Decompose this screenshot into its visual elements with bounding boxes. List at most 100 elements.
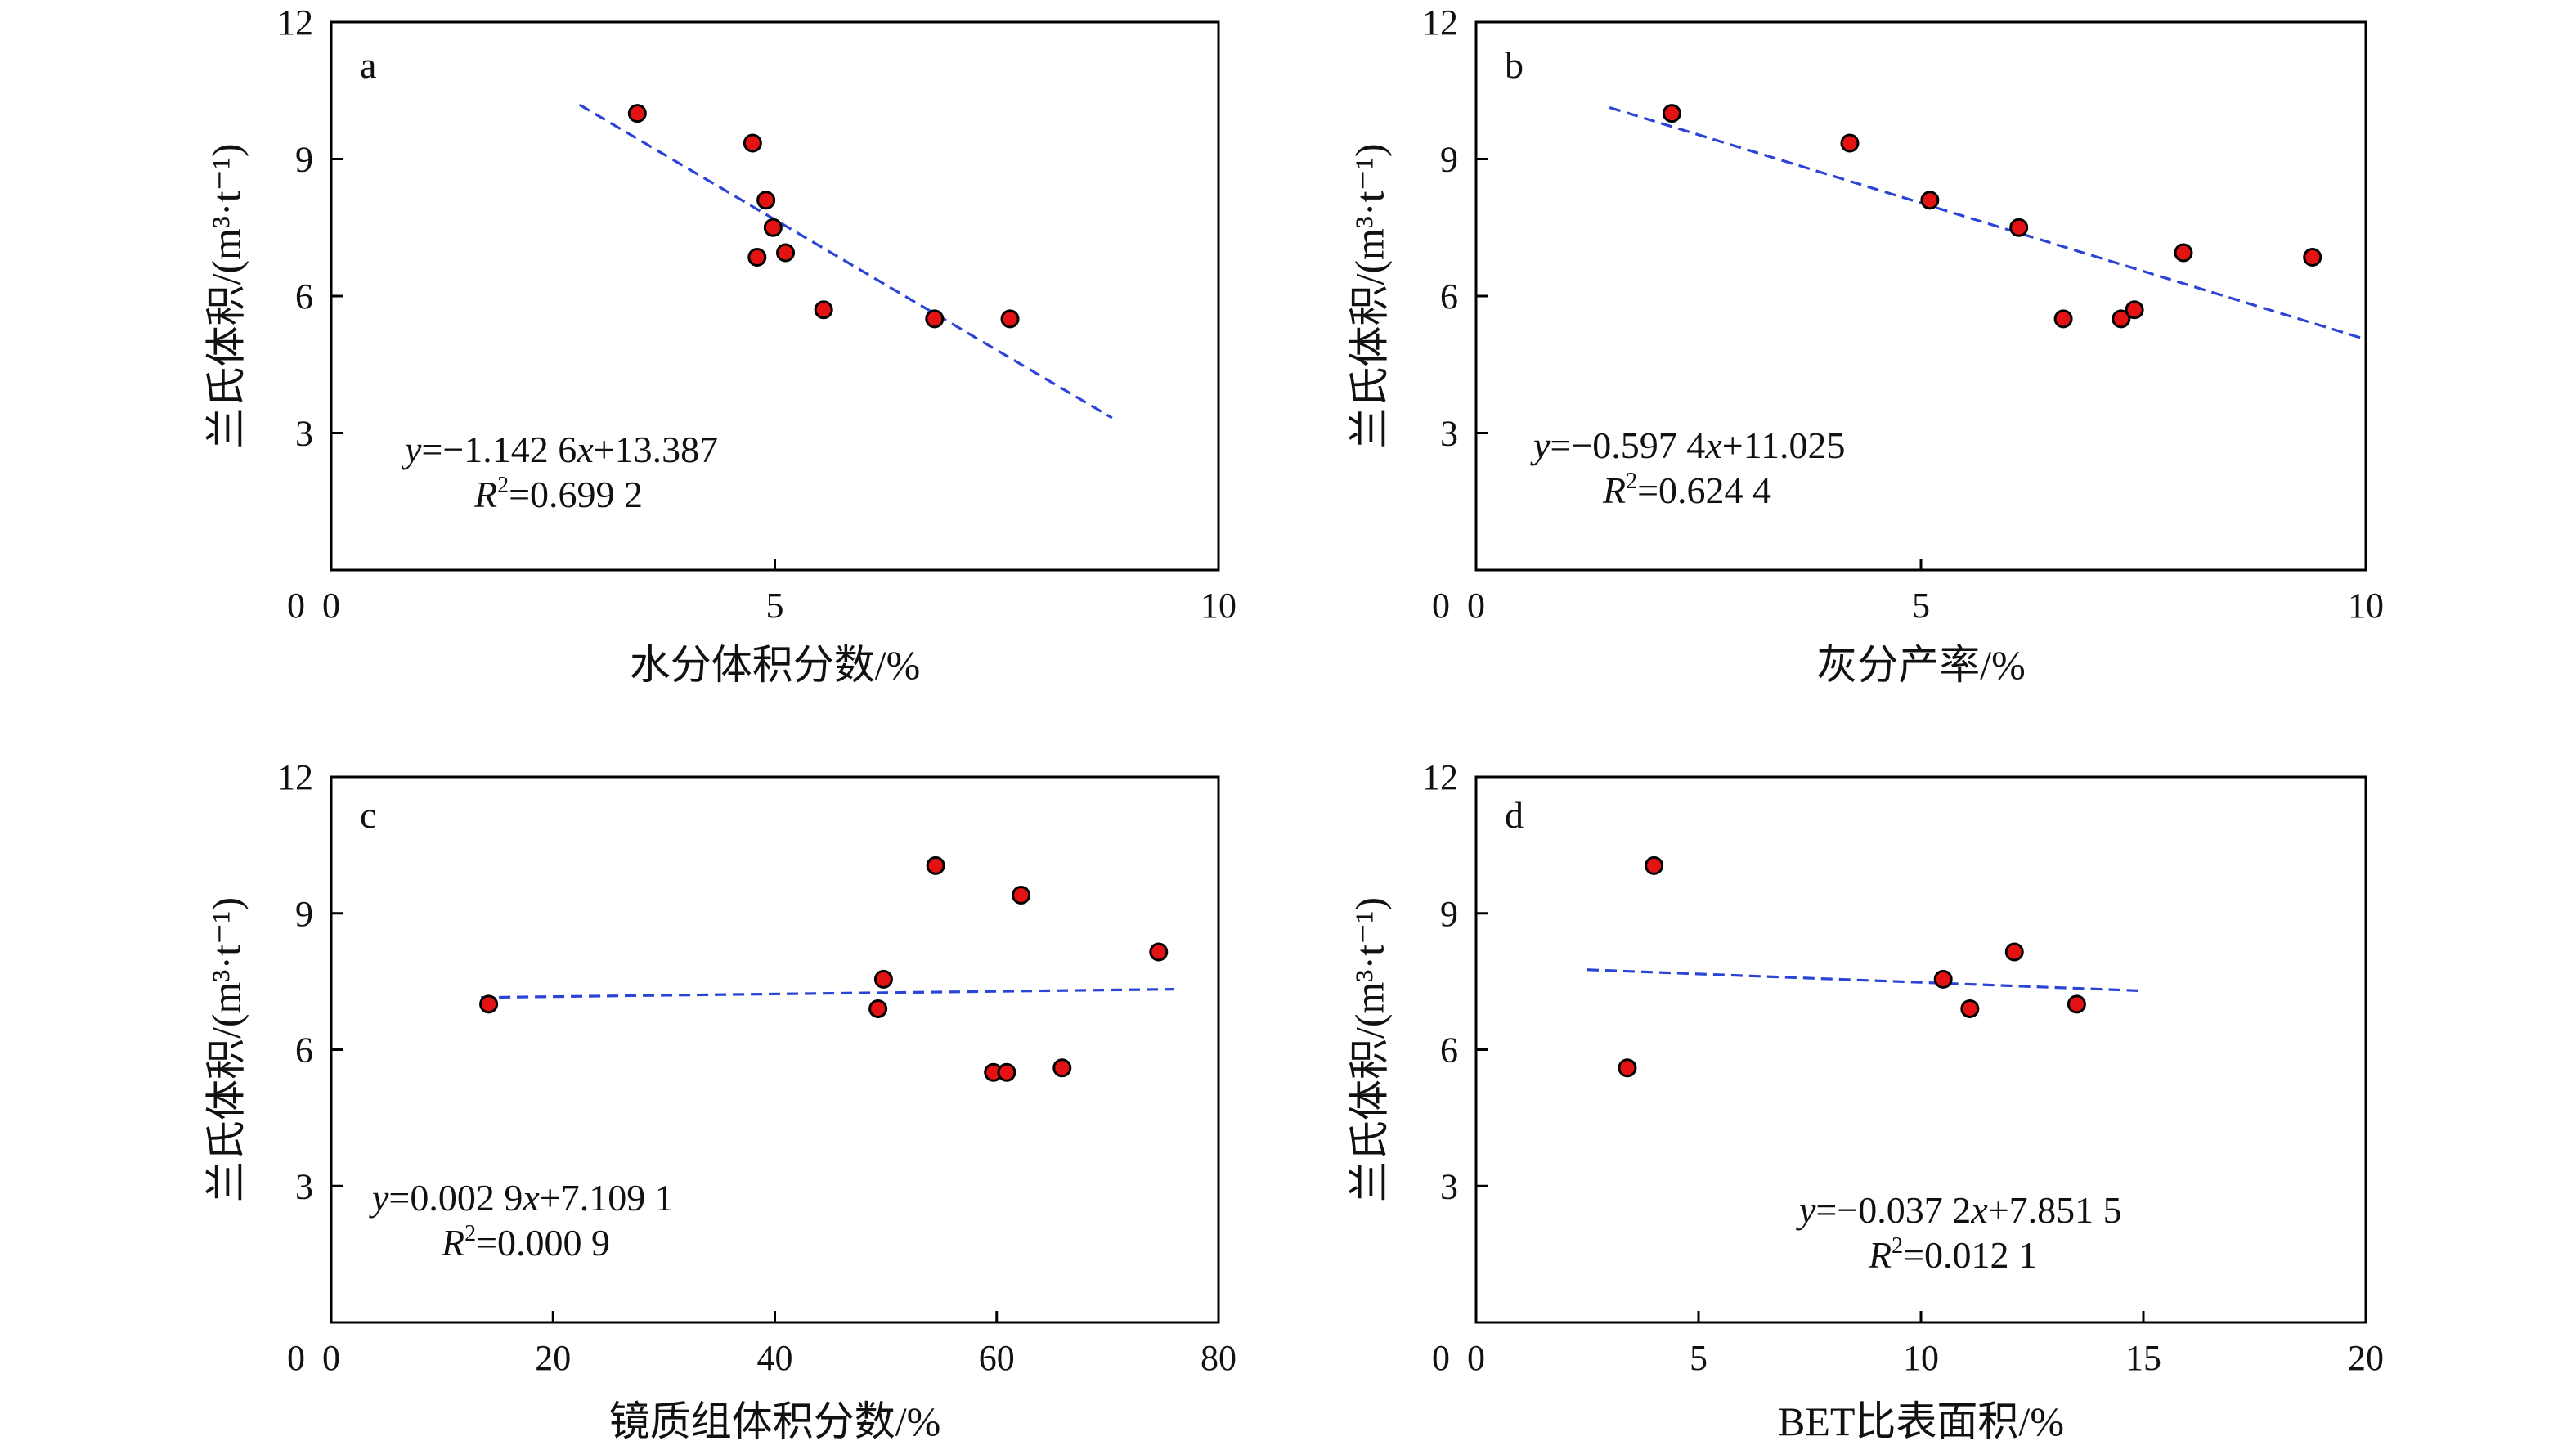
- r-superscript: 2: [497, 473, 509, 498]
- x-axis-label: 灰分产率/%: [1816, 642, 2026, 688]
- y-tick-label: 12: [1422, 757, 1458, 797]
- data-point: [1618, 1058, 1637, 1078]
- y-tick-label: 6: [1440, 276, 1458, 316]
- x-tick-label: 20: [2348, 1338, 2384, 1378]
- eq-y-var: y: [1530, 424, 1551, 466]
- data-point: [747, 248, 767, 267]
- y-tick-label: 12: [277, 2, 313, 43]
- y-axis-label: 兰氏体积/(m³·t⁻¹): [203, 144, 249, 449]
- regression-equation: y=0.002 9x+7.109 1: [369, 1177, 674, 1219]
- panel-letter: d: [1505, 794, 1524, 836]
- x-tick-label: 60: [979, 1338, 1015, 1378]
- x-axis-label: BET比表面积/%: [1778, 1398, 2064, 1444]
- data-point: [2112, 309, 2131, 329]
- r-var: R: [441, 1222, 464, 1264]
- r-superscript: 2: [464, 1221, 476, 1246]
- eq-x-var: x: [576, 429, 594, 470]
- eq-coefficient: =−0.597 4: [1550, 424, 1705, 466]
- data-point: [873, 969, 893, 989]
- y-tick-label: 9: [1440, 894, 1458, 934]
- y-tick-label: 9: [295, 894, 313, 934]
- x-tick-label: 0: [322, 586, 340, 626]
- r-squared: R2=0.624 4: [1602, 469, 1771, 511]
- eq-y-var: y: [402, 429, 422, 470]
- y-tick-label: 3: [295, 1166, 313, 1206]
- data-point: [1000, 309, 1020, 329]
- trendline: [481, 988, 1174, 999]
- x-axis-label: 水分体积分数/%: [630, 642, 921, 688]
- x-tick-label: 15: [2125, 1338, 2161, 1378]
- data-point: [814, 300, 833, 320]
- data-point: [1933, 969, 1953, 989]
- y-tick-label: 6: [295, 1030, 313, 1071]
- data-point: [2125, 300, 2144, 320]
- panel-letter: b: [1505, 44, 1524, 86]
- y-tick-label: 3: [295, 414, 313, 454]
- y-tick-label: 9: [295, 140, 313, 180]
- data-point: [2303, 248, 2322, 267]
- trendline: [1586, 968, 2144, 993]
- eq-intercept: +13.387: [594, 429, 718, 470]
- data-point: [2009, 218, 2029, 237]
- data-point: [1960, 999, 1980, 1018]
- data-point: [1149, 942, 1169, 962]
- x-tick-label: 5: [766, 586, 784, 626]
- eq-intercept: +7.851 5: [1988, 1189, 2122, 1231]
- x-tick-label: 0: [1467, 1338, 1485, 1378]
- data-point: [2174, 243, 2193, 263]
- x-tick-label: 10: [1903, 1338, 1939, 1378]
- eq-x-var: x: [1970, 1189, 1988, 1231]
- data-point: [926, 855, 945, 875]
- eq-x-var: x: [522, 1177, 540, 1219]
- x-tick-label: 10: [2348, 586, 2384, 626]
- data-point: [1012, 886, 1031, 905]
- r-squared: R2=0.000 9: [441, 1221, 610, 1264]
- y-tick-label: 0: [1432, 1338, 1450, 1378]
- r-var: R: [473, 474, 497, 515]
- y-tick-label: 12: [277, 757, 313, 797]
- eq-coefficient: =−0.037 2: [1815, 1189, 1971, 1231]
- data-point: [479, 994, 499, 1014]
- data-point: [2004, 942, 2024, 962]
- x-tick-label: 20: [535, 1338, 571, 1378]
- y-axis-label: 兰氏体积/(m³·t⁻¹): [1346, 144, 1392, 449]
- y-tick-label: 6: [295, 276, 313, 316]
- r-value: =0.699 2: [509, 474, 643, 515]
- y-tick-label: 0: [287, 586, 305, 626]
- y-tick-label: 0: [287, 1338, 305, 1378]
- data-point: [1052, 1058, 1072, 1078]
- x-tick-label: 5: [1912, 586, 1930, 626]
- x-tick-label: 80: [1200, 1338, 1236, 1378]
- r-superscript: 2: [1626, 469, 1637, 494]
- r-squared: R2=0.012 1: [1868, 1233, 2037, 1276]
- y-tick-label: 9: [1440, 140, 1458, 180]
- eq-intercept: +7.109 1: [540, 1177, 674, 1219]
- y-axis-label: 兰氏体积/(m³·t⁻¹): [1346, 897, 1392, 1202]
- data-point: [1662, 104, 1681, 123]
- data-point: [627, 104, 647, 123]
- r-value: =0.012 1: [1903, 1234, 2037, 1276]
- regression-equation: y=−0.597 4x+11.025: [1530, 424, 1845, 466]
- data-point: [2053, 309, 2073, 329]
- data-point: [868, 999, 888, 1018]
- data-point: [1920, 191, 1940, 210]
- r-squared: R2=0.699 2: [473, 473, 643, 515]
- y-tick-label: 3: [1440, 414, 1458, 454]
- x-tick-label: 0: [322, 1338, 340, 1378]
- trendline: [578, 103, 1113, 420]
- panel-letter: a: [360, 44, 376, 86]
- y-tick-label: 12: [1422, 2, 1458, 43]
- y-tick-label: 6: [1440, 1030, 1458, 1071]
- eq-y-var: y: [369, 1177, 389, 1219]
- r-var: R: [1602, 469, 1626, 511]
- r-var: R: [1868, 1234, 1892, 1276]
- eq-x-var: x: [1704, 424, 1722, 466]
- x-tick-label: 40: [757, 1338, 793, 1378]
- r-superscript: 2: [1892, 1233, 1903, 1259]
- data-point: [743, 133, 762, 153]
